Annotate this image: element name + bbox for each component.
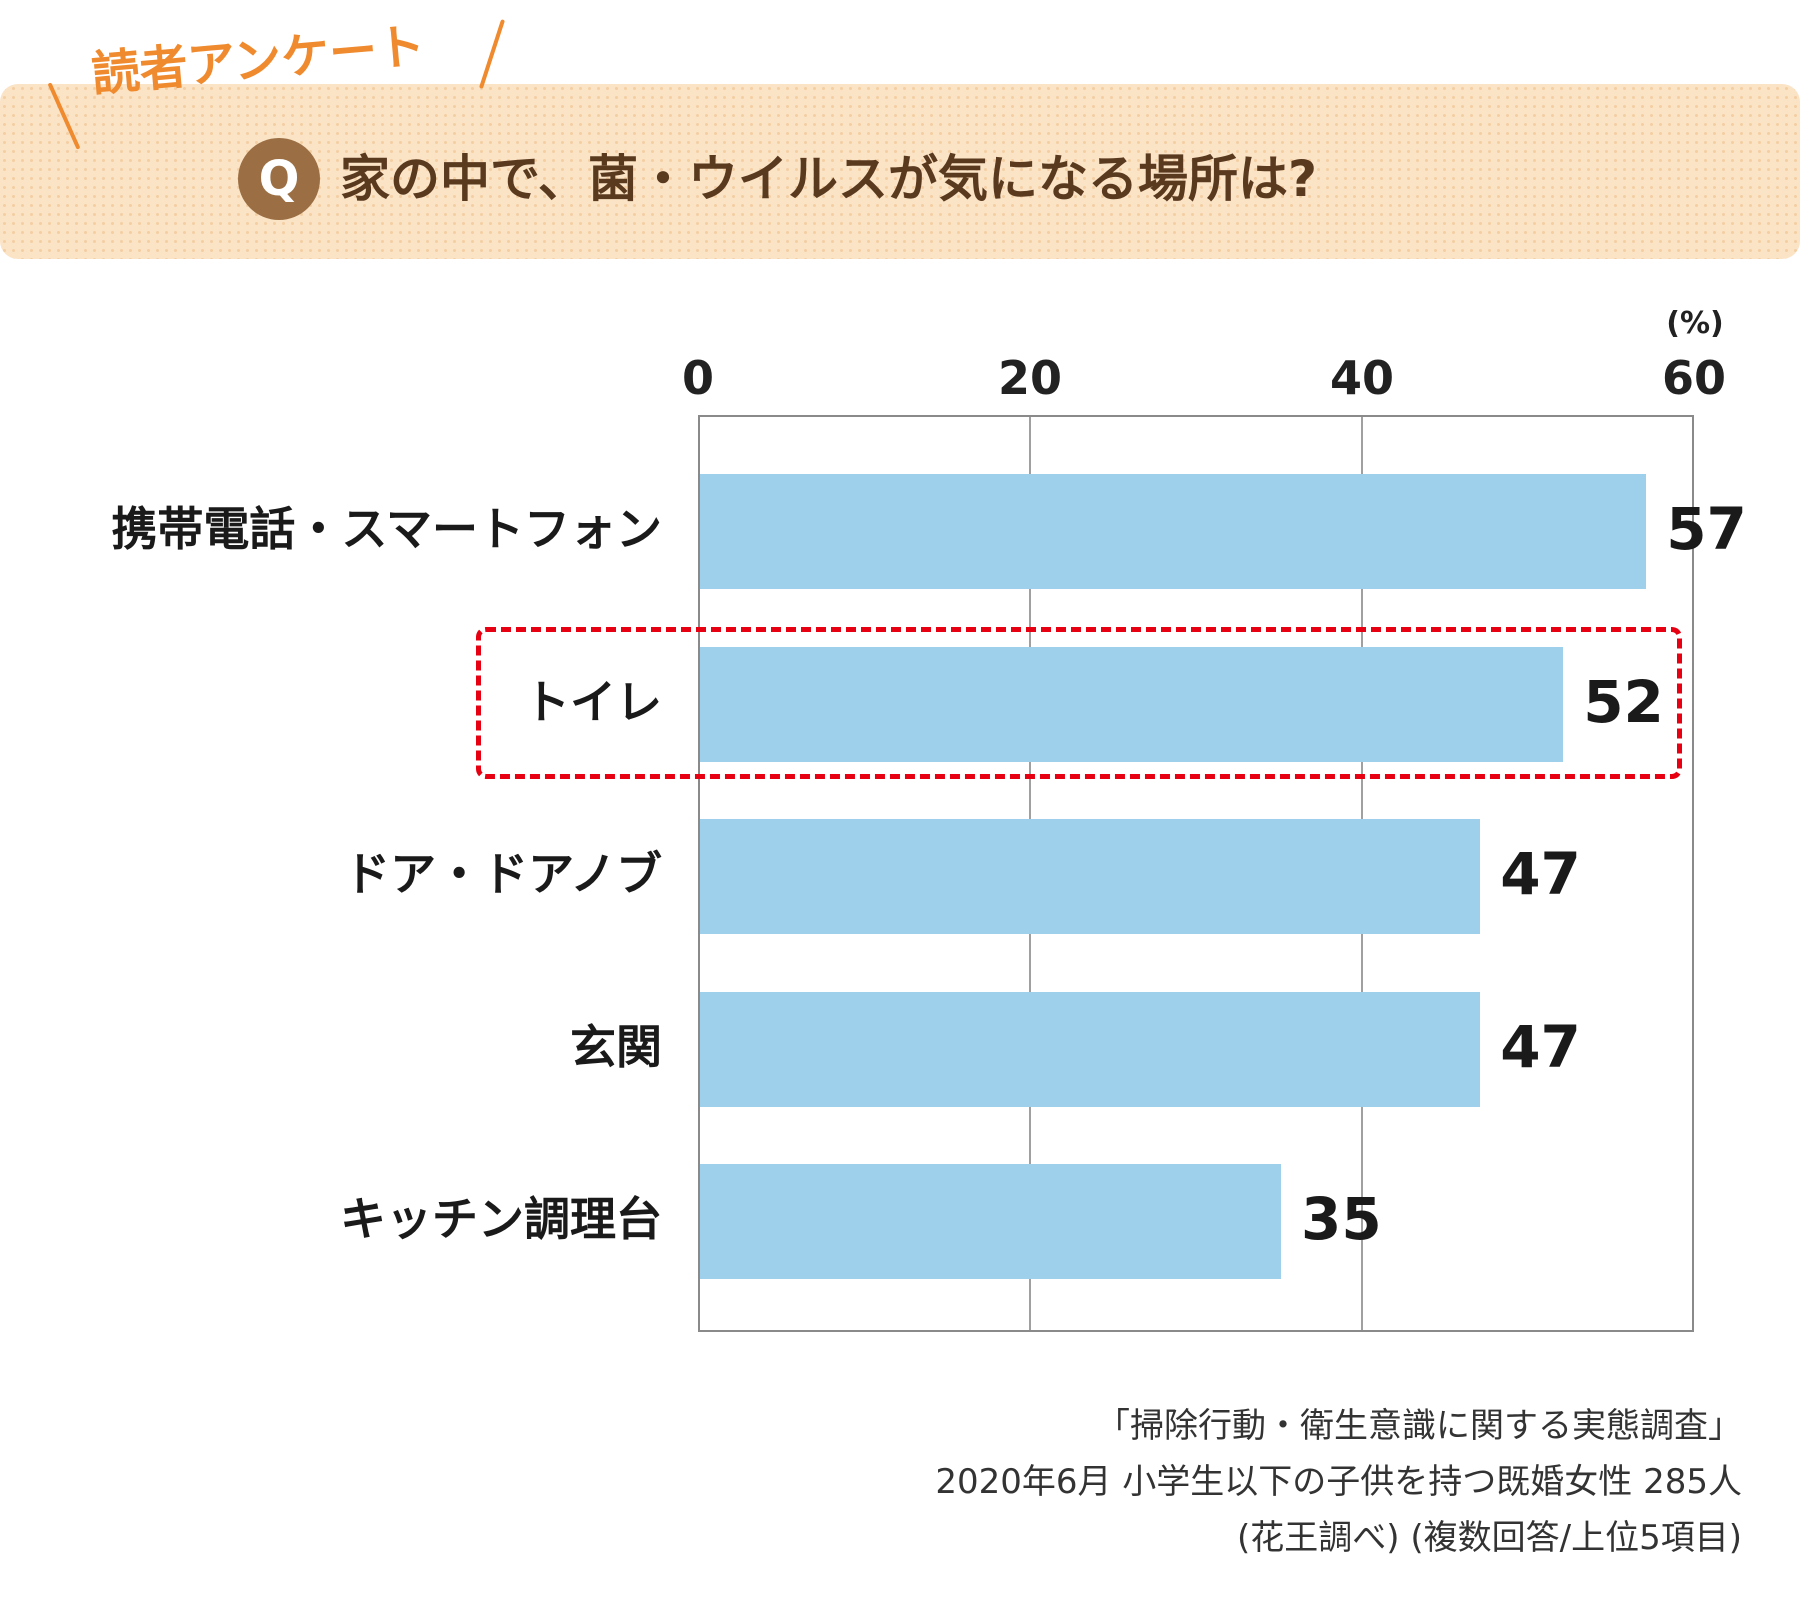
axis-unit-label: (%) [1666, 306, 1724, 341]
category-label: ドア・ドアノブ [344, 847, 662, 901]
x-tick-label: 40 [1329, 351, 1394, 405]
title-banner [0, 84, 1800, 259]
category-label: トイレ [524, 674, 662, 729]
highlight-dashed-box [476, 626, 1682, 779]
x-tick-label: 20 [997, 351, 1062, 405]
bar [700, 991, 1481, 1107]
footnote-source: (花王調べ) (複数回答/上位5項目) [1237, 1518, 1742, 1558]
data-label: 57 [1666, 495, 1747, 563]
category-label: 携帯電話・スマートフォン [111, 502, 662, 556]
footnote-survey-name: 「掃除行動・衛生意識に関する実態調査」 [1096, 1406, 1742, 1446]
category-label: キッチン調理台 [340, 1192, 662, 1246]
data-label: 52 [1583, 667, 1664, 736]
bar [700, 474, 1647, 589]
bar [700, 819, 1481, 934]
category-label: 玄関 [570, 1019, 662, 1074]
bar [700, 646, 1564, 762]
question-title: 家の中で、菌・ウイルスが気になる場所は? [340, 150, 1318, 208]
chart-plot-area [698, 415, 1694, 1332]
data-label: 35 [1301, 1185, 1382, 1253]
data-label: 47 [1500, 840, 1581, 908]
data-label: 47 [1500, 1012, 1581, 1081]
x-tick-label: 60 [1661, 351, 1726, 405]
bar [700, 1164, 1281, 1279]
x-tick-label: 0 [681, 351, 714, 405]
question-badge: Q [238, 138, 320, 220]
source-footnote: 「掃除行動・衛生意識に関する実態調査」 2020年6月 小学生以下の子供を持つ既… [935, 1398, 1742, 1566]
footnote-survey-details: 2020年6月 小学生以下の子供を持つ既婚女性 285人 [935, 1462, 1742, 1502]
